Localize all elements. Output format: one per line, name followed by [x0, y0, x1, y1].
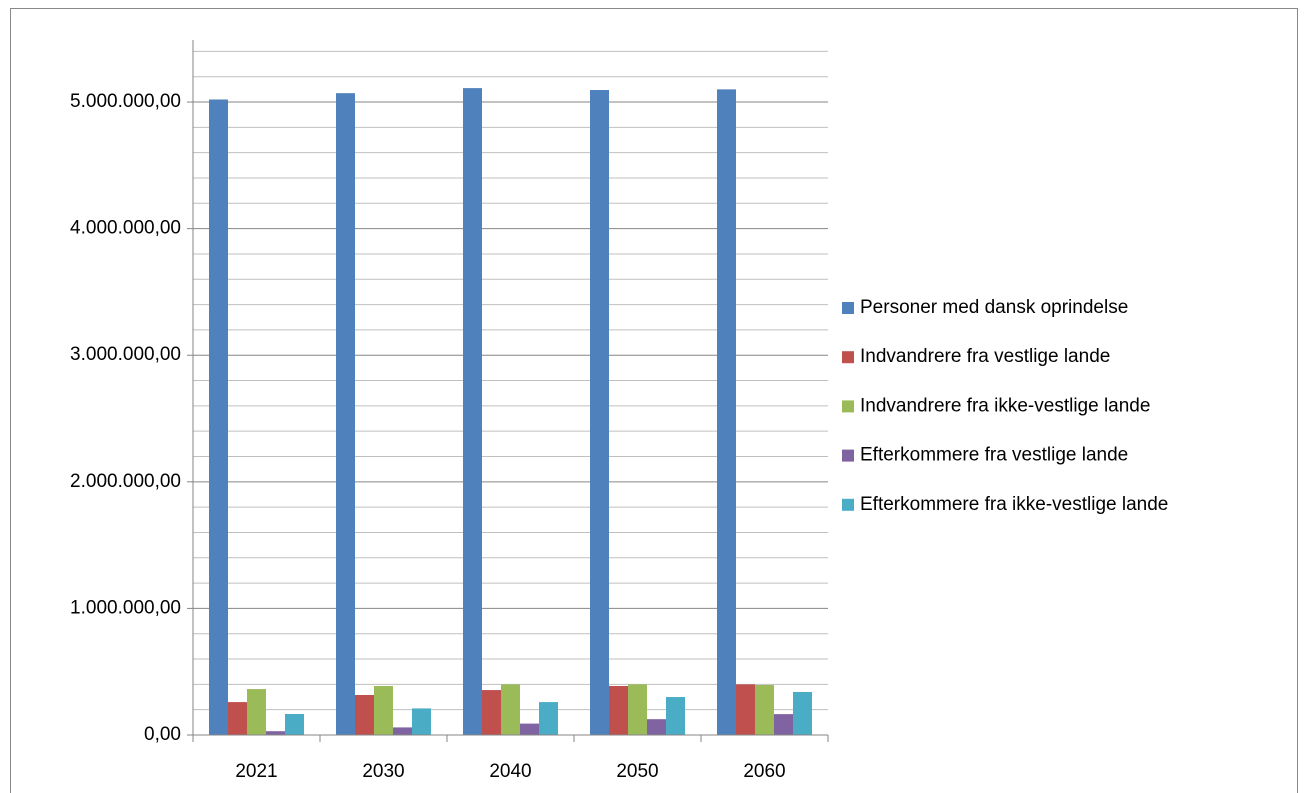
legend-swatch	[842, 351, 854, 364]
bar	[755, 684, 774, 735]
bar	[590, 90, 609, 735]
legend-label: Efterkommere fra vestlige lande	[860, 445, 1128, 466]
chart-frame	[10, 8, 1298, 793]
y-tick-label: 1.000.000,00	[70, 597, 181, 618]
bar	[374, 686, 393, 735]
legend-label: Efterkommere fra ikke-vestlige lande	[860, 494, 1168, 515]
bar	[501, 684, 520, 735]
legend-swatch	[842, 302, 854, 314]
x-tick-label: 2060	[743, 761, 785, 782]
bar	[336, 93, 355, 736]
x-tick-label: 2040	[489, 761, 531, 782]
y-tick-label: 5.000.000,00	[70, 91, 181, 112]
legend-label: Indvandrere fra ikke-vestlige lande	[860, 395, 1150, 416]
bar	[628, 684, 647, 735]
bar	[520, 723, 539, 735]
y-tick-label: 0,00	[144, 724, 181, 745]
bar	[717, 89, 736, 735]
bar	[609, 686, 628, 735]
bar	[209, 99, 228, 735]
bar	[355, 694, 374, 735]
bar	[482, 690, 501, 735]
x-tick-label: 2021	[235, 761, 277, 782]
bar	[247, 689, 266, 735]
x-tick-label: 2030	[362, 761, 404, 782]
bar	[774, 714, 793, 735]
bar	[266, 731, 285, 735]
bar	[463, 88, 482, 735]
bar	[412, 708, 431, 735]
bar	[228, 702, 247, 735]
bar	[285, 713, 304, 735]
bar	[793, 691, 812, 735]
y-tick-label: 4.000.000,00	[70, 218, 181, 239]
legend-swatch	[842, 498, 854, 511]
legend-label: Personer med dansk oprindelse	[860, 297, 1128, 318]
bar	[666, 697, 685, 735]
bar	[647, 719, 666, 735]
bar	[736, 684, 755, 735]
bar	[393, 727, 412, 735]
y-tick-label: 3.000.000,00	[70, 344, 181, 365]
bar	[539, 702, 558, 735]
legend-label: Indvandrere fra vestlige lande	[860, 346, 1110, 367]
y-tick-label: 2.000.000,00	[70, 471, 181, 492]
x-tick-label: 2050	[616, 761, 658, 782]
legend-swatch	[842, 449, 854, 462]
legend-swatch	[842, 400, 854, 413]
